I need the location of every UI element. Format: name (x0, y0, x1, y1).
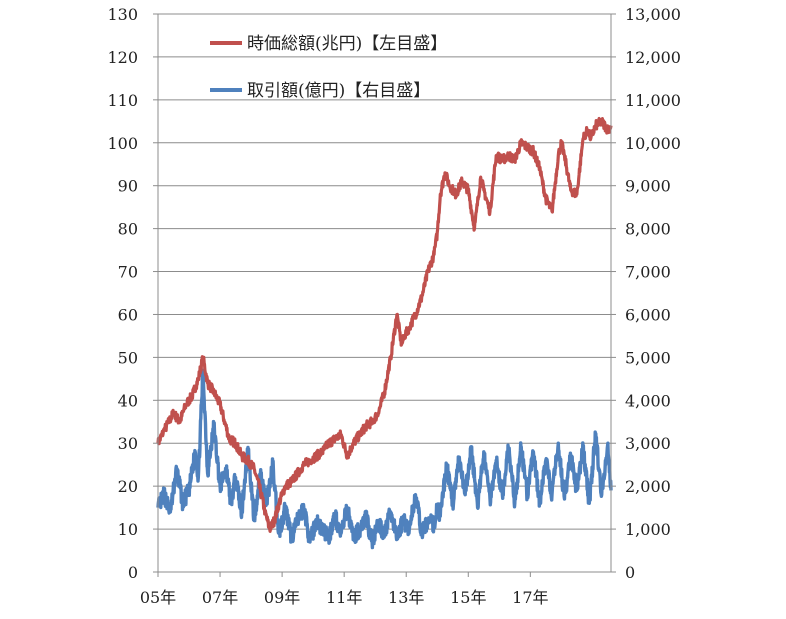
x-tick-label: 13年 (388, 588, 424, 607)
series-group (156, 116, 613, 550)
y-left-tick-label: 30 (118, 434, 138, 453)
y-right-tick-label: 13,000 (625, 5, 681, 24)
x-tick-label: 15年 (450, 588, 486, 607)
series-line-market-cap (156, 116, 613, 533)
y-right-tick-label: 8,000 (625, 220, 671, 239)
y-left-tick-label: 40 (118, 391, 138, 410)
series-line-trading-value (156, 368, 613, 550)
gridlines (158, 13, 611, 573)
y-left-tick-label: 120 (107, 48, 138, 67)
y-right-tick-label: 9,000 (625, 177, 671, 196)
axes: 0 10 20 30 40 50 60 70 80 90 100 110 120 130 0 1,000 2,0… (107, 5, 681, 607)
y-left-tick-label: 110 (107, 91, 138, 110)
y-left-tick-label: 50 (118, 348, 138, 367)
y-right-tick-label: 11,000 (625, 91, 681, 110)
y-left-tick-label: 130 (107, 5, 138, 24)
y-left-tick-label: 90 (118, 177, 138, 196)
y-left-tick-label: 70 (118, 263, 138, 282)
x-tick-label: 05年 (140, 588, 176, 607)
y-right-tick-label: 12,000 (625, 48, 681, 67)
y-right-tick-label: 6,000 (625, 305, 671, 324)
y-left-tick-label: 60 (118, 305, 138, 324)
y-right-tick-label: 3,000 (625, 434, 671, 453)
x-tick-label: 17年 (512, 588, 548, 607)
y-left-tick-label: 0 (128, 563, 138, 582)
y-left-tick-label: 20 (118, 477, 138, 496)
y-right-tick-label: 5,000 (625, 348, 671, 367)
y-right-tick-label: 2,000 (625, 477, 671, 496)
y-right-tick-label: 10,000 (625, 134, 681, 153)
y-right-tick-label: 0 (625, 563, 635, 582)
x-tick-label: 07年 (202, 588, 238, 607)
x-tick-label: 09年 (264, 588, 300, 607)
y-right-tick-label: 4,000 (625, 391, 671, 410)
legend: 時価総額(兆円)【左目盛】 取引額(億円)【右目盛】 (210, 34, 447, 101)
y-left-tick-label: 100 (107, 134, 138, 153)
x-tick-label: 11年 (326, 588, 362, 607)
legend-label-market-cap: 時価総額(兆円)【左目盛】 (247, 34, 447, 54)
y-left-tick-label: 10 (118, 520, 138, 539)
y-right-tick-label: 1,000 (625, 520, 671, 539)
legend-label-trading-value: 取引額(億円)【右目盛】 (247, 81, 430, 101)
y-left-tick-label: 80 (118, 220, 138, 239)
y-right-tick-label: 7,000 (625, 263, 671, 282)
